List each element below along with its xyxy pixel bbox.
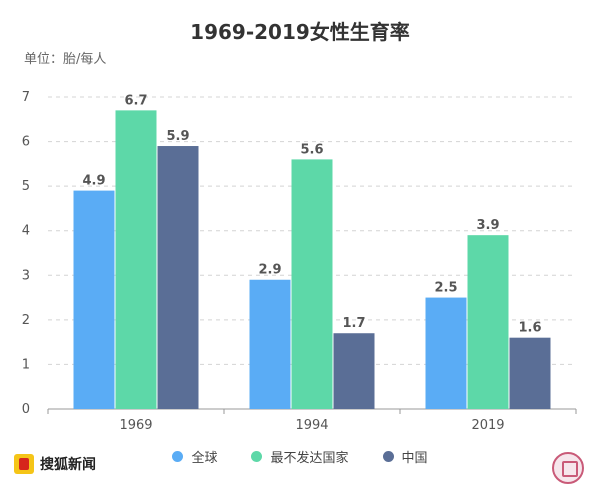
data-label: 2.9 <box>258 263 281 278</box>
sohu-news-brand: 搜狐新闻 <box>14 454 96 474</box>
bar <box>115 110 157 409</box>
unit-label: 单位：胎/每人 <box>24 52 107 67</box>
bar-chart: 0 1 2 3 4 5 6 7 4.9 6.7 5.9 1969 2.9 5.6 1.7 1994 2.5 3.9… <box>22 90 577 433</box>
brand-name: 搜狐新闻 <box>40 457 96 473</box>
chart-title: 1969-2019女性生育率 <box>190 20 410 44</box>
zhihu-watermark-icon <box>552 452 584 484</box>
data-label: 5.9 <box>166 129 189 144</box>
y-tick-label: 6 <box>22 135 30 150</box>
x-tick-label: 1994 <box>295 418 328 433</box>
y-tick-label: 5 <box>22 179 30 194</box>
data-label: 1.7 <box>342 316 365 331</box>
data-label: 2.5 <box>434 281 457 296</box>
bar <box>73 190 115 409</box>
y-tick-label: 4 <box>22 224 30 239</box>
legend-label-ldc: 最不发达国家 <box>270 451 349 466</box>
bar <box>291 159 333 409</box>
x-tick-label: 2019 <box>471 418 504 433</box>
bar <box>333 333 375 409</box>
y-tick-label: 2 <box>22 313 30 328</box>
data-label: 5.6 <box>300 142 323 157</box>
legend-dot-ldc <box>251 451 263 462</box>
legend-item-global[interactable]: 全球 <box>172 447 217 466</box>
y-tick-label: 0 <box>22 402 30 417</box>
y-tick-label: 7 <box>22 90 30 105</box>
legend-item-china[interactable]: 中国 <box>382 447 428 466</box>
data-label: 3.9 <box>476 218 499 233</box>
bar <box>467 235 509 409</box>
y-tick-label: 1 <box>22 357 30 372</box>
y-tick-label: 3 <box>22 268 30 283</box>
legend-dot-global <box>172 451 184 462</box>
data-label: 6.7 <box>124 93 147 108</box>
legend: 全球 最不发达国家 中国 <box>0 447 600 466</box>
legend-item-ldc[interactable]: 最不发达国家 <box>251 447 349 466</box>
legend-label-china: 中国 <box>401 451 428 466</box>
x-tick-label: 1969 <box>119 418 152 433</box>
legend-label-global: 全球 <box>191 451 218 466</box>
data-label: 4.9 <box>82 174 105 189</box>
bar <box>509 337 551 409</box>
data-label: 1.6 <box>518 321 541 336</box>
bar <box>249 279 291 409</box>
sohu-logo-icon <box>14 454 34 474</box>
bar <box>425 297 467 409</box>
legend-dot-china <box>382 451 394 462</box>
bar <box>157 146 199 409</box>
